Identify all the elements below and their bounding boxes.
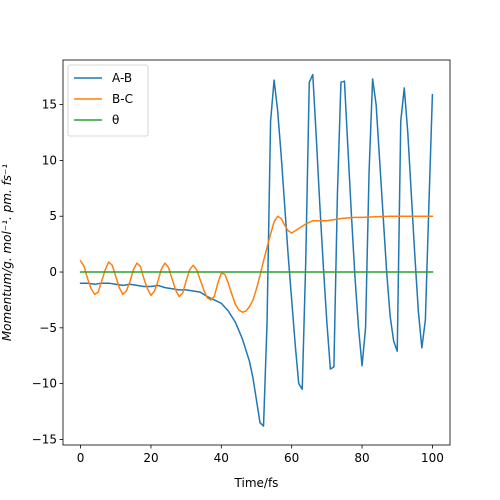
y-tick-label: 5 [49, 209, 57, 223]
legend: A-B B-C θ [67, 64, 149, 137]
x-tick-label: 20 [143, 451, 158, 465]
x-tick-label: 80 [354, 451, 369, 465]
legend-label-1: B-C [112, 92, 133, 106]
legend-label-0: A-B [112, 71, 132, 85]
plot-frame [62, 59, 451, 446]
y-tick-label: 0 [49, 265, 57, 279]
x-axis-label: Time/fs [234, 476, 279, 490]
series-line-0 [79, 73, 434, 427]
plot-area [79, 73, 434, 427]
y-tick-label: −10 [32, 377, 57, 391]
y-tick-label: −5 [39, 321, 57, 335]
x-tick-label: 100 [421, 451, 444, 465]
x-tick-label: 60 [284, 451, 299, 465]
legend-label-2: θ [112, 113, 119, 127]
y-tick-label: 10 [42, 153, 57, 167]
series-line-1 [79, 215, 434, 313]
y-tick-label: 15 [42, 98, 57, 112]
axes: 0 20 40 60 80 100 −15 −10 −5 0 5 10 15 [32, 59, 451, 465]
y-tick-label: −15 [32, 432, 57, 446]
legend-box [67, 64, 149, 137]
x-tick-label: 40 [214, 451, 229, 465]
x-tick-label: 0 [77, 451, 85, 465]
y-axis-label: Momentum/g. mol⁻¹. pm. fs⁻¹ [0, 164, 14, 342]
